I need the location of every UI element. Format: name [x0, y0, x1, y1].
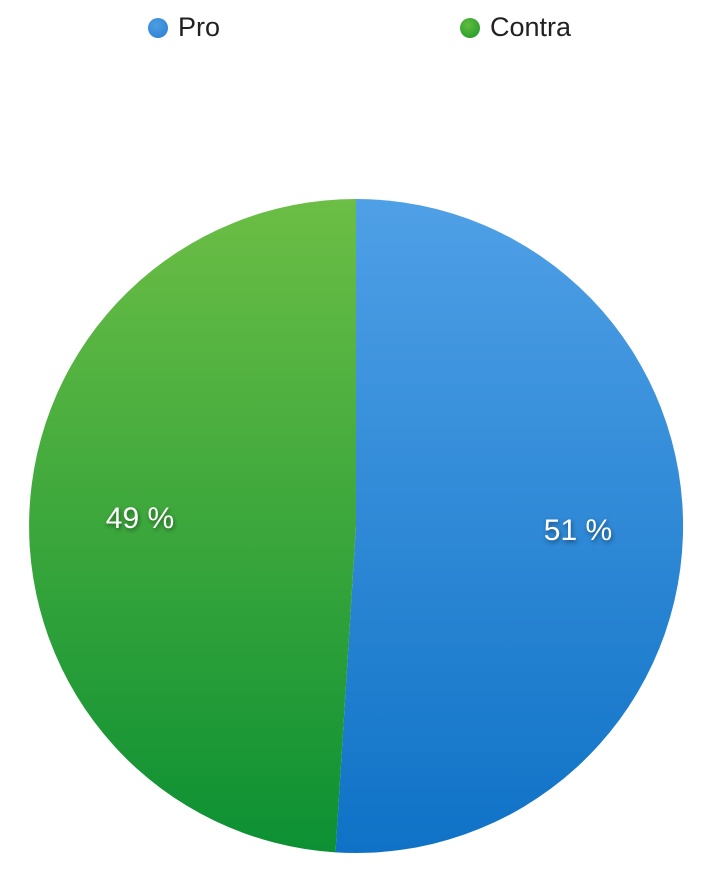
- svg-text:51 %: 51 %: [544, 514, 612, 547]
- svg-text:49 %: 49 %: [106, 502, 174, 535]
